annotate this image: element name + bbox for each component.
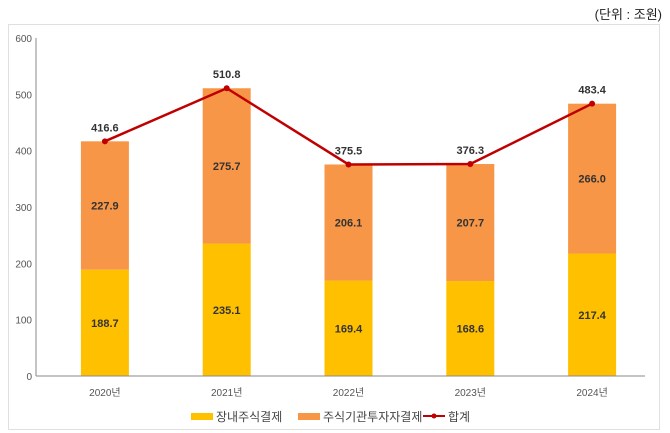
bar-value-label: 275.7 <box>213 161 241 173</box>
bar-2 <box>568 103 617 254</box>
bar-value-label: 266.0 <box>578 174 606 186</box>
bar-1 <box>446 281 495 376</box>
total-point <box>589 100 596 107</box>
chart-frame <box>8 24 660 430</box>
total-value-label: 376.3 <box>457 145 485 157</box>
bar-1 <box>80 269 129 376</box>
total-point <box>101 138 108 145</box>
total-point <box>467 161 474 168</box>
total-point <box>345 161 352 168</box>
x-tick-label: 2021년 <box>211 387 242 399</box>
total-value-label: 483.4 <box>578 85 606 97</box>
y-tick-label: 400 <box>15 147 32 158</box>
y-tick-label: 500 <box>15 90 32 101</box>
x-tick-label: 2020년 <box>89 387 120 399</box>
total-value-label: 416.6 <box>91 122 119 134</box>
y-tick-label: 600 <box>15 34 32 45</box>
legend-label: 장내주식결제 <box>216 410 282 424</box>
bar-1 <box>568 253 617 376</box>
x-tick-label: 2023년 <box>455 387 486 399</box>
bar-2 <box>80 141 129 270</box>
bar-value-label: 169.4 <box>335 323 363 335</box>
legend-swatch-1 <box>191 413 213 420</box>
legend-swatch-2 <box>298 413 320 420</box>
bar-value-label: 188.7 <box>91 318 119 330</box>
x-tick-label: 2024년 <box>576 387 607 399</box>
bar-value-label: 207.7 <box>457 218 485 230</box>
y-tick-label: 200 <box>15 259 32 270</box>
y-tick-label: 100 <box>15 316 32 327</box>
bar-value-label: 227.9 <box>91 201 119 213</box>
bar-2 <box>324 164 373 281</box>
total-value-label: 375.5 <box>335 145 363 157</box>
bar-2 <box>202 88 251 244</box>
legend-marker <box>431 413 437 419</box>
y-tick-label: 0 <box>26 372 32 383</box>
bar-value-label: 168.6 <box>457 324 485 336</box>
unit-label: (단위 : 조원) <box>594 7 662 22</box>
bar-1 <box>202 243 251 376</box>
legend-label: 합계 <box>448 410 470 424</box>
bar-1 <box>324 280 373 376</box>
bar-value-label: 217.4 <box>578 310 606 322</box>
bar-value-label: 206.1 <box>335 218 363 230</box>
total-value-label: 510.8 <box>213 69 241 81</box>
y-tick-label: 300 <box>15 203 32 214</box>
x-tick-label: 2022년 <box>333 387 364 399</box>
bar-value-label: 235.1 <box>213 305 241 317</box>
legend-label: 주식기관투자자결제 <box>323 410 422 424</box>
bar-2 <box>446 164 495 282</box>
total-point <box>223 85 230 92</box>
